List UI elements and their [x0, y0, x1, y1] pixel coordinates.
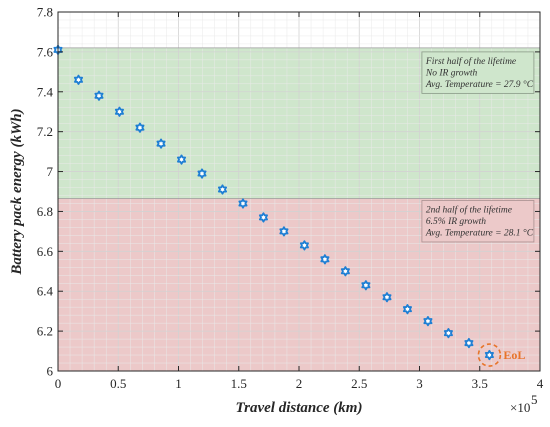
grid [57, 11, 541, 372]
y-tick-label: 6.6 [37, 244, 54, 259]
data-point [258, 212, 268, 223]
x-tick-label: 3 [416, 376, 423, 391]
data-point [176, 154, 187, 165]
x-tick-label: 1 [175, 376, 182, 391]
data-point [197, 168, 207, 179]
y-tick-label: 7.4 [37, 84, 54, 99]
data-point [464, 337, 474, 349]
x-tick-label: 0.5 [110, 376, 126, 391]
y-tick-label: 6.2 [37, 324, 53, 339]
x-tick-label: 0 [55, 376, 62, 391]
data-point [320, 254, 330, 265]
data-point [73, 74, 84, 85]
data-point [217, 184, 228, 195]
annotation-text: 2nd half of the lifetime [426, 204, 512, 215]
x-tick-label: 3.5 [472, 376, 488, 391]
data-point [340, 266, 350, 277]
annotation-text: Avg. Temperature = 28.1 °C [425, 227, 534, 238]
data-point [299, 240, 309, 251]
data-point [402, 304, 412, 315]
annotation-box-0 [421, 51, 535, 94]
data-point [156, 138, 166, 149]
data-point [135, 122, 145, 133]
annotation-text: 6.5% IR growth [426, 217, 486, 227]
x-tick-label: 4 [537, 376, 544, 391]
axis-labels: 0 0.5 1 1.5 2 2.5 3 3.5 4 6 6.2 6.4 6.6 6.8 7 7.2 7.4 7.6… [9, 5, 544, 417]
data-point [484, 349, 494, 361]
y-tick-label: 6.8 [37, 204, 53, 219]
data-point [279, 226, 289, 237]
annotation-text: First half of the lifetime [425, 56, 516, 67]
x-tick-label: 2 [296, 376, 303, 391]
data-point [443, 328, 453, 339]
eol-circle [477, 343, 502, 367]
eol-marker: EoL [477, 343, 525, 367]
y-tick-label: 7 [47, 164, 54, 179]
data-point [423, 316, 433, 327]
y-tick-label: 7.8 [37, 5, 53, 20]
eol-label: EoL [503, 348, 525, 362]
data-point [361, 280, 371, 291]
y-axis-title: Battery pack energy (kWh) [9, 108, 25, 275]
annotation-box-1 [421, 200, 535, 243]
y-tick-label: 6.4 [37, 284, 54, 299]
axis-ticks [57, 11, 541, 372]
data-point [94, 90, 104, 101]
y-tick-label: 7.2 [37, 124, 53, 139]
data-point [114, 106, 124, 117]
x-axis-title: Travel distance (km) [236, 400, 363, 416]
annotation-text: No IR growth [425, 68, 478, 78]
x-axis-multiplier-exponent: 5 [531, 392, 538, 407]
data-point [382, 292, 392, 303]
y-tick-label: 6 [47, 364, 54, 379]
data-point [238, 198, 248, 209]
annotation-text: Avg. Temperature = 27.9 °C [425, 79, 534, 90]
x-axis-multiplier: ×10 [510, 400, 530, 415]
data-points [53, 44, 494, 361]
x-tick-label: 2.5 [351, 376, 367, 391]
x-tick-label: 1.5 [231, 376, 247, 391]
y-tick-label: 7.6 [37, 44, 54, 59]
